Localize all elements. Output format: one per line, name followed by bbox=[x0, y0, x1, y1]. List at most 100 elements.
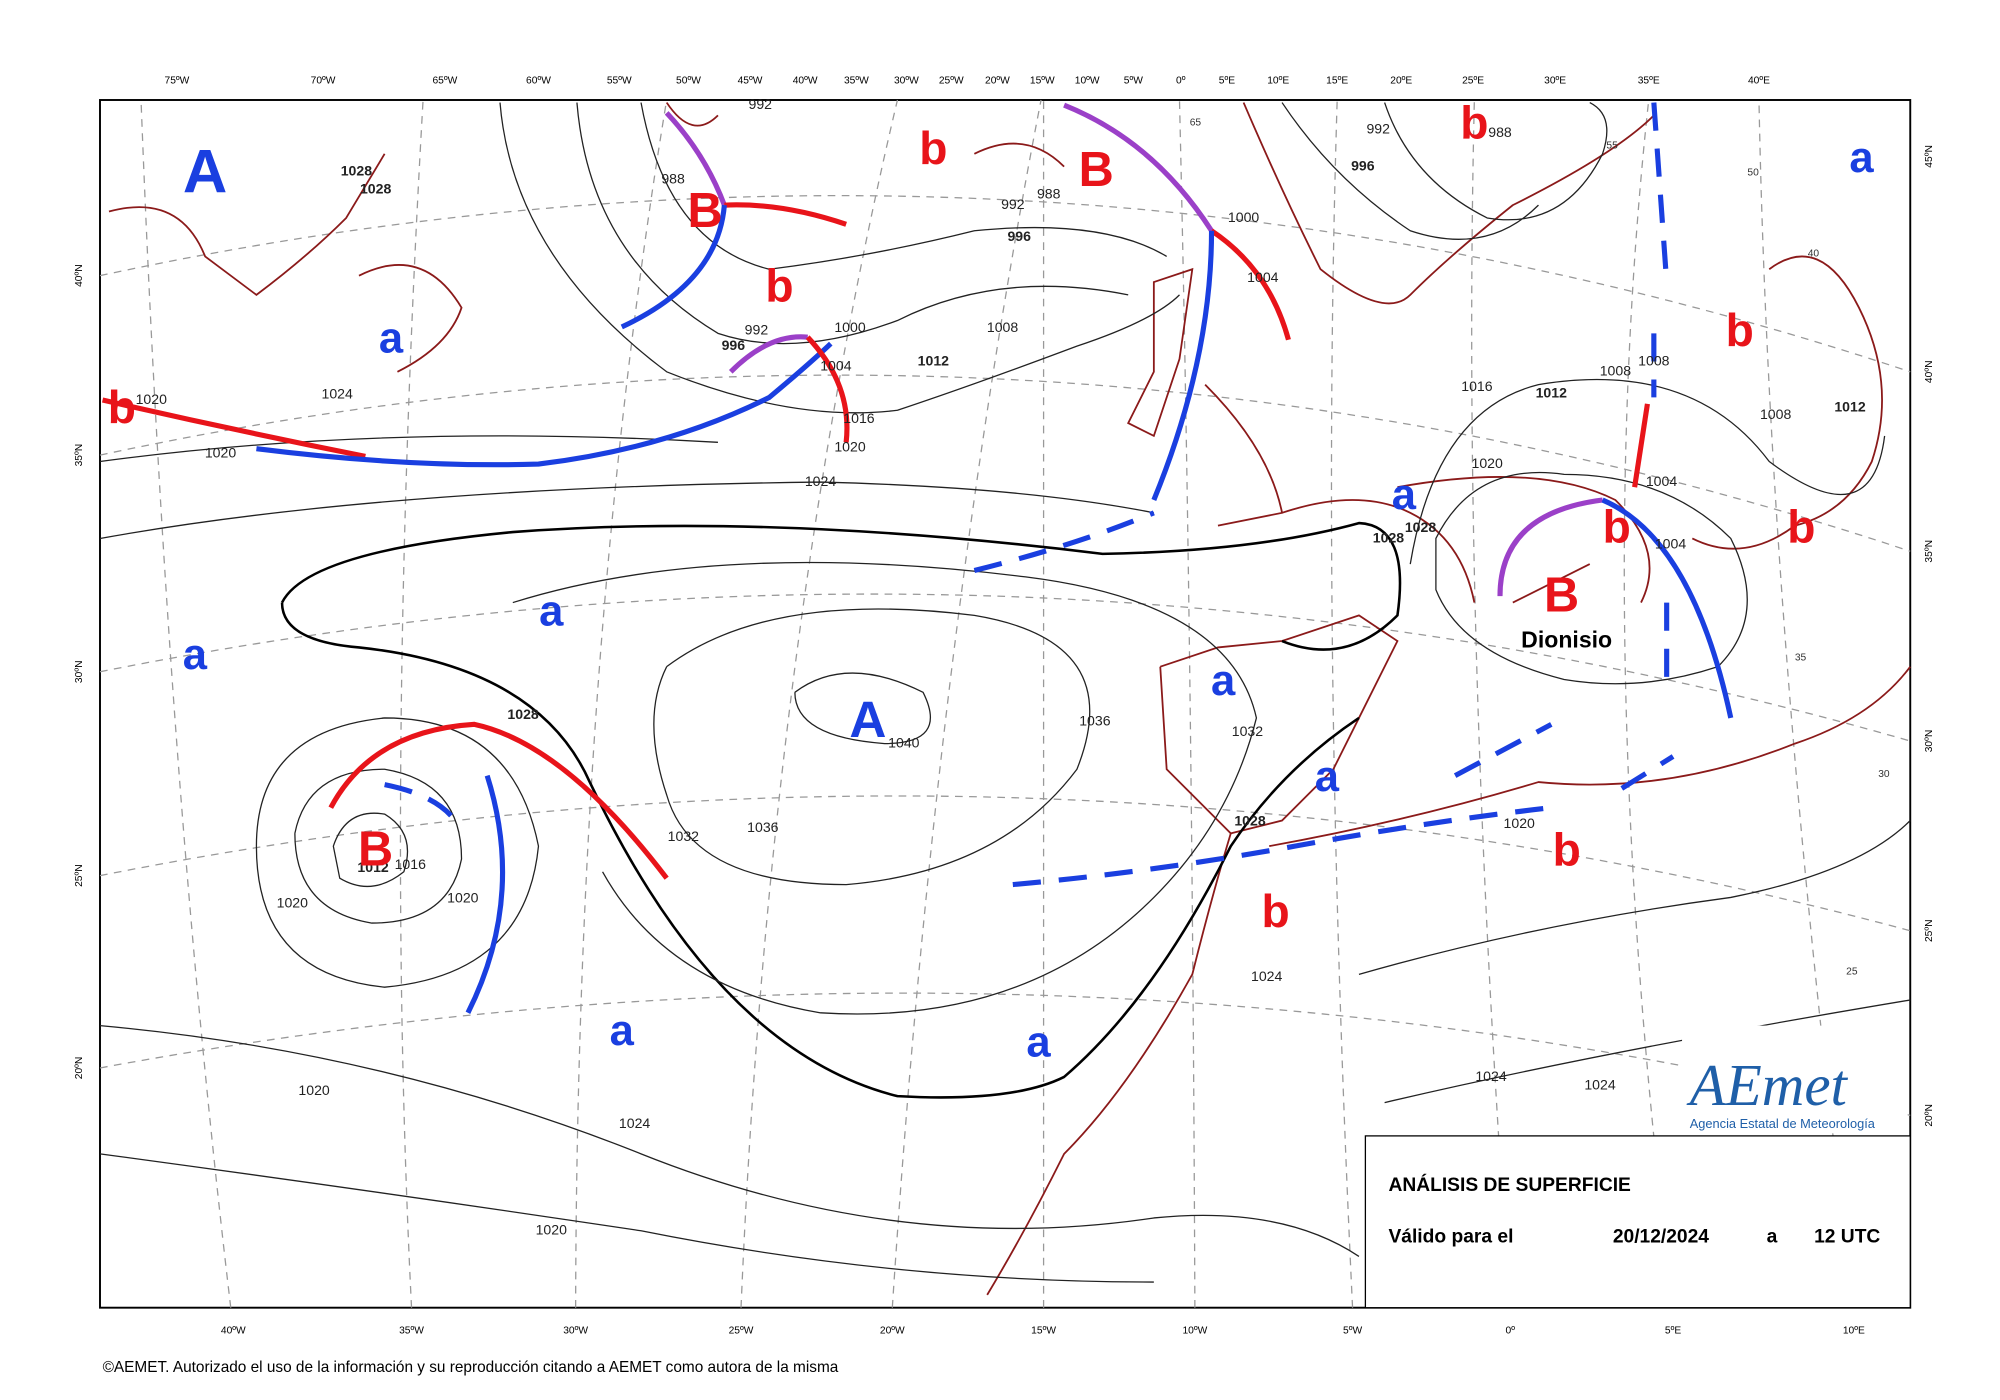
logo-box bbox=[1682, 1025, 1908, 1134]
pressure-label: 1032 bbox=[1232, 723, 1264, 739]
logo-subtitle: Agencia Estatal de Meteorología bbox=[1690, 1116, 1876, 1131]
pressure-center: a bbox=[1211, 657, 1236, 705]
top-longitude: 65ºW bbox=[432, 75, 457, 86]
pressure-label: 1016 bbox=[1461, 378, 1493, 394]
pressure-label: 1004 bbox=[1646, 473, 1678, 489]
pressure-center: b bbox=[1553, 823, 1581, 875]
bottom-longitude: 10ºE bbox=[1843, 1325, 1865, 1336]
left-latitude: 35ºN bbox=[74, 444, 85, 467]
pressure-label: 1028 bbox=[341, 163, 373, 179]
top-longitude: 25ºW bbox=[939, 75, 964, 86]
pressure-center: b bbox=[765, 259, 793, 311]
top-longitude: 15ºW bbox=[1030, 75, 1055, 86]
pressure-center: b bbox=[1726, 304, 1754, 356]
pressure-center: a bbox=[379, 315, 404, 363]
bottom-longitude: 25ºW bbox=[729, 1325, 754, 1336]
pressure-center: a bbox=[183, 631, 208, 679]
top-longitude: 50ºW bbox=[676, 75, 701, 86]
pressure-label: 988 bbox=[1488, 124, 1512, 140]
right-latitude: 35ºN bbox=[1924, 540, 1935, 563]
top-longitude: 35ºW bbox=[844, 75, 869, 86]
left-latitude: 25ºN bbox=[74, 864, 85, 887]
bottom-longitude: 40ºW bbox=[221, 1325, 246, 1336]
grid-label: 25 bbox=[1846, 966, 1858, 977]
pressure-label: 1024 bbox=[805, 473, 837, 489]
pressure-label: 988 bbox=[1037, 186, 1061, 202]
pressure-center: B bbox=[1079, 143, 1114, 197]
time: 12 UTC bbox=[1814, 1226, 1880, 1247]
right-latitude: 25ºN bbox=[1924, 919, 1935, 942]
right-latitude: 45ºN bbox=[1924, 145, 1935, 168]
pressure-label: 1012 bbox=[1834, 399, 1866, 415]
left-latitude: 20ºN bbox=[74, 1057, 85, 1080]
pressure-center: a bbox=[1392, 471, 1417, 519]
pressure-label: 1004 bbox=[1655, 536, 1687, 552]
top-longitude: 25ºE bbox=[1462, 75, 1484, 86]
pressure-label: 1016 bbox=[395, 856, 427, 872]
pressure-center: B bbox=[358, 822, 393, 876]
top-longitude: 15ºE bbox=[1326, 75, 1348, 86]
pressure-label: 992 bbox=[1001, 196, 1025, 212]
pressure-label: 1000 bbox=[1228, 209, 1260, 225]
pressure-label: 1012 bbox=[918, 352, 950, 368]
pressure-label: 1028 bbox=[1405, 519, 1437, 535]
top-longitude: 30ºW bbox=[894, 75, 919, 86]
top-longitude: 55ºW bbox=[607, 75, 632, 86]
grid-label: 35 bbox=[1795, 652, 1807, 663]
pressure-label: 1004 bbox=[820, 358, 852, 374]
pressure-label: 1028 bbox=[1373, 529, 1405, 545]
top-longitude: 40ºE bbox=[1748, 75, 1770, 86]
top-longitude: 10ºE bbox=[1267, 75, 1289, 86]
pressure-center: a bbox=[1849, 134, 1874, 182]
pressure-label: 996 bbox=[1351, 158, 1375, 174]
pressure-label: 1012 bbox=[1536, 384, 1568, 400]
pressure-label: 1020 bbox=[277, 895, 309, 911]
bottom-longitude: 35ºW bbox=[399, 1325, 424, 1336]
pressure-label: 1008 bbox=[1760, 406, 1792, 422]
pressure-label: 1040 bbox=[888, 734, 920, 750]
pressure-label: 996 bbox=[1007, 228, 1031, 244]
pressure-label: 988 bbox=[661, 170, 685, 186]
pressure-center: b bbox=[108, 381, 136, 433]
grid-label: 40 bbox=[1808, 248, 1820, 259]
bottom-longitude: 0º bbox=[1506, 1325, 1516, 1336]
pressure-center: A bbox=[849, 691, 886, 748]
pressure-label: 1004 bbox=[1247, 269, 1279, 285]
pressure-label: 1020 bbox=[834, 438, 866, 454]
logo-name: AEmet bbox=[1686, 1052, 1849, 1118]
pressure-center: a bbox=[1026, 1018, 1051, 1066]
pressure-label: 1020 bbox=[447, 890, 479, 906]
bottom-longitude: 10ºW bbox=[1182, 1325, 1207, 1336]
pressure-center: b bbox=[1460, 96, 1488, 148]
pressure-label: 1020 bbox=[136, 391, 168, 407]
top-longitude: 60ºW bbox=[526, 75, 551, 86]
top-longitude: 5ºE bbox=[1219, 75, 1235, 86]
pressure-label: 1008 bbox=[1638, 352, 1670, 368]
pressure-center: B bbox=[1544, 569, 1579, 623]
pressure-label: 1008 bbox=[1600, 363, 1632, 379]
top-longitude: 20ºW bbox=[985, 75, 1010, 86]
coastlines bbox=[108, 102, 1911, 1296]
pressure-label: 1028 bbox=[1234, 813, 1266, 829]
pressure-label: 1012 bbox=[357, 859, 389, 875]
pressure-center: B bbox=[688, 184, 723, 238]
top-longitude: 30ºE bbox=[1544, 75, 1566, 86]
pressure-label: 1020 bbox=[536, 1222, 568, 1238]
top-longitude: 10ºW bbox=[1075, 75, 1100, 86]
pressure-label: 1036 bbox=[1079, 713, 1111, 729]
pressure-center: b bbox=[1262, 885, 1290, 937]
bottom-longitude: 5ºE bbox=[1665, 1325, 1681, 1336]
top-longitude: 20ºE bbox=[1390, 75, 1412, 86]
pressure-label: 992 bbox=[1366, 120, 1390, 136]
right-latitude: 40ºN bbox=[1924, 361, 1935, 384]
isobars bbox=[99, 101, 1911, 1283]
pressure-center: A bbox=[183, 137, 227, 206]
bottom-longitude: 15ºW bbox=[1031, 1325, 1056, 1336]
storm-name: Dionisio bbox=[1521, 626, 1612, 652]
top-longitude: 5ºW bbox=[1124, 75, 1143, 86]
pressure-label: 1028 bbox=[507, 706, 539, 722]
top-longitude: 75ºW bbox=[165, 75, 190, 86]
pressure-center: b bbox=[1603, 500, 1631, 552]
footer: ©AEMET. Autorizado el uso de la informac… bbox=[103, 1359, 839, 1376]
